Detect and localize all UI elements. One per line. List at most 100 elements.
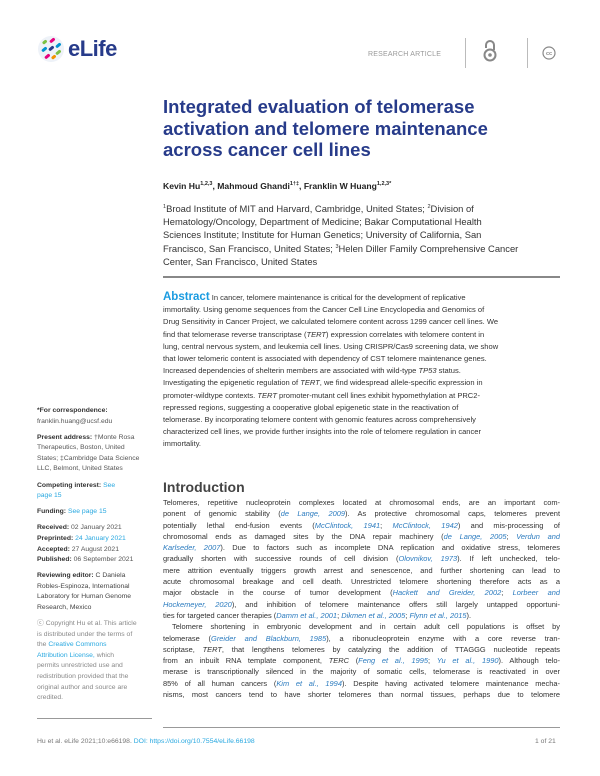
text-segment: , we find widespread allele-specific exp… xyxy=(319,378,483,388)
text-line: Telomere shortening in embryonic develop… xyxy=(163,621,560,632)
author-name[interactable]: Kevin Hu xyxy=(163,181,201,191)
license-link[interactable]: Attribution License, xyxy=(37,651,95,659)
text-segment: gradually shorten with successive rounds… xyxy=(163,554,399,564)
text-line: ties for targeted cancer therapies (Damm… xyxy=(163,610,560,621)
text-segment: ) and mis-processing of xyxy=(457,520,560,530)
text-line: Hematology/Oncology, Department of Medic… xyxy=(163,215,563,228)
text-line: mere attrition eventually triggers growt… xyxy=(163,565,560,576)
text-segment: ; xyxy=(506,531,517,541)
open-access-icon[interactable] xyxy=(483,38,497,64)
copyright-text: original author and source are xyxy=(37,683,128,691)
text-segment: status. xyxy=(436,366,461,376)
citation-link[interactable]: Flynn et al., 2015 xyxy=(409,610,467,620)
competing-interest-label: Competing interest: xyxy=(37,481,104,489)
text-segment: TP53 xyxy=(418,366,437,376)
citation-link[interactable]: Hackett and Greider, 2002 xyxy=(392,588,502,598)
present-address-text: LLC, Belmont, United States xyxy=(37,465,123,473)
text-line: find that telomerase reverse transcripta… xyxy=(163,329,563,341)
elife-logo[interactable]: eLife xyxy=(37,35,117,63)
text-segment: merase is transcriptionally silenced in … xyxy=(163,667,560,677)
text-segment: Investigating the epigenetic regulation … xyxy=(163,378,301,388)
present-address-text: †Monte Rosa xyxy=(94,433,135,441)
competing-interest-link[interactable]: page 15 xyxy=(37,492,62,500)
elife-logo-text: eLife xyxy=(68,36,117,61)
doi-link[interactable]: https://doi.org/10.7554/eLife.66198 xyxy=(149,738,255,745)
text-segment: TERT xyxy=(300,378,320,388)
citation-link[interactable]: McClintock, 1941 xyxy=(314,520,381,530)
text-segment: ( xyxy=(348,656,359,666)
author-name[interactable]: Franklin W Huang xyxy=(303,181,377,191)
citation-link[interactable]: Damm et al., 2001 xyxy=(276,610,338,620)
text-segment: , that lengthens telomeres by catalyzing… xyxy=(221,644,560,654)
funding-link[interactable]: See page 15 xyxy=(67,508,107,516)
text-line: from an inbuilt RNA template component, … xyxy=(163,655,560,666)
citation-link[interactable]: Feng et al., 1995 xyxy=(358,656,429,666)
affiliations: 1Broad Institute of MIT and Harvard, Cam… xyxy=(163,201,563,268)
text-line: Telomeres, repetitive nucleoprotein comp… xyxy=(163,497,560,508)
reviewing-editor-text: Robles-Espinoza, International xyxy=(37,582,130,590)
introduction-body: Telomeres, repetitive nucleoprotein comp… xyxy=(163,497,560,700)
citation-link[interactable]: Karlseder, 2007 xyxy=(163,543,221,553)
text-line: immortality. Using genome sequences from… xyxy=(163,304,563,316)
text-line: Karlseder, 2007). Due to factors such as… xyxy=(163,542,560,553)
copyright: ⓒ Copyright Hu et al. This article is di… xyxy=(37,619,155,704)
text-segment: ), a ribonucleoprotein enzyme with a cor… xyxy=(326,633,560,643)
text-line: Sciences Institute; Institute for Human … xyxy=(163,228,563,241)
reviewing-editor-label: Reviewing editor: xyxy=(37,572,96,580)
citation-link[interactable]: Yu et al., 1990 xyxy=(436,656,499,666)
title-line: Integrated evaluation of telomerase xyxy=(163,96,475,117)
reviewing-editor-text: C Daniela xyxy=(95,572,126,580)
text-segment: TERT xyxy=(202,644,222,654)
text-segment: scriptase, xyxy=(163,644,203,654)
creative-commons-icon[interactable]: cc xyxy=(542,46,556,60)
citation-link[interactable]: Verdun and xyxy=(516,531,560,541)
funding: Funding: See page 15 xyxy=(37,507,155,518)
text-line: telomerase. By incorporating telomere co… xyxy=(163,414,563,426)
affiliation-mark: 3 xyxy=(335,244,339,251)
present-address-text: States; ‡Cambridge Data Science xyxy=(37,454,140,462)
text-line: promoter-wildtype contexts. TERT promote… xyxy=(163,390,563,402)
text-line: Center, San Francisco, United States xyxy=(163,255,563,268)
dates: Received: 02 January 2021 Preprinted: 24… xyxy=(37,523,155,565)
citation-link[interactable]: Kim et al., 1994 xyxy=(276,678,342,688)
citation-text: Hu et al. eLife 2021;10:e66198. xyxy=(37,738,134,745)
sidebar-rule xyxy=(37,718,152,719)
author-name[interactable]: Mahmoud Ghandi xyxy=(217,181,290,191)
license-link[interactable]: Creative Commons xyxy=(48,641,107,649)
text-segment: ). Although telo- xyxy=(498,656,560,666)
text-segment: immortality. xyxy=(163,439,202,449)
text-segment: mere attrition eventually triggers growt… xyxy=(163,565,560,575)
header-divider xyxy=(527,38,528,68)
author-affiliation-marks: 1,2,3 xyxy=(200,181,213,188)
copyright-text: redistribution provided that the xyxy=(37,673,129,681)
date-value: 06 September 2021 xyxy=(73,556,134,564)
text-line: merase is transcriptionally silenced in … xyxy=(163,666,560,677)
citation-link[interactable]: Hockemeyer, 2020 xyxy=(163,599,232,609)
article-info-sidebar: *For correspondence: franklin.huang@ucsf… xyxy=(37,406,155,709)
text-segment: Telomere shortening in embryonic develop… xyxy=(172,622,560,632)
text-segment: Increased dependencies of shelterin memb… xyxy=(163,366,419,376)
text-segment: chromosomal ends as damaged sites by the… xyxy=(163,531,444,541)
text-segment: In cancer, telomere maintenance is criti… xyxy=(209,293,466,302)
text-segment: telomerase ( xyxy=(163,633,212,643)
citation-link[interactable]: Greider and Blackburn, 1985 xyxy=(211,633,327,643)
citation-link[interactable]: Lorbeer and xyxy=(512,588,560,598)
preprint-link[interactable]: 24 January 2021 xyxy=(75,534,126,542)
date-value: 02 January 2021 xyxy=(71,524,122,532)
citation-link[interactable]: de Lange, 2005 xyxy=(443,531,507,541)
competing-interest-link[interactable]: See xyxy=(103,481,116,489)
date-label: Preprinted: xyxy=(37,534,76,542)
citation-link[interactable]: Olovnikov, 1973 xyxy=(398,554,458,564)
citation-link[interactable]: Dikmen et al., 2005 xyxy=(341,610,406,620)
text-segment: Division of xyxy=(430,203,474,215)
author-list: Kevin Hu1,2,3, Mahmoud Ghandi1†‡, Frankl… xyxy=(163,181,392,191)
text-segment: promoter-mutant cell lines exhibit hypom… xyxy=(276,390,480,400)
correspondence-email[interactable]: franklin.huang@ucsf.edu xyxy=(37,417,113,425)
copyright-text: permits unrestricted use and xyxy=(37,662,123,670)
citation-link[interactable]: McClintock, 1942 xyxy=(392,520,458,530)
text-line: gradually shorten with successive rounds… xyxy=(163,553,560,564)
svg-text:cc: cc xyxy=(546,51,552,57)
abstract-label: Abstract xyxy=(163,291,210,303)
date-label: Accepted: xyxy=(37,545,72,553)
citation-link[interactable]: de Lange, 2009 xyxy=(280,509,345,519)
